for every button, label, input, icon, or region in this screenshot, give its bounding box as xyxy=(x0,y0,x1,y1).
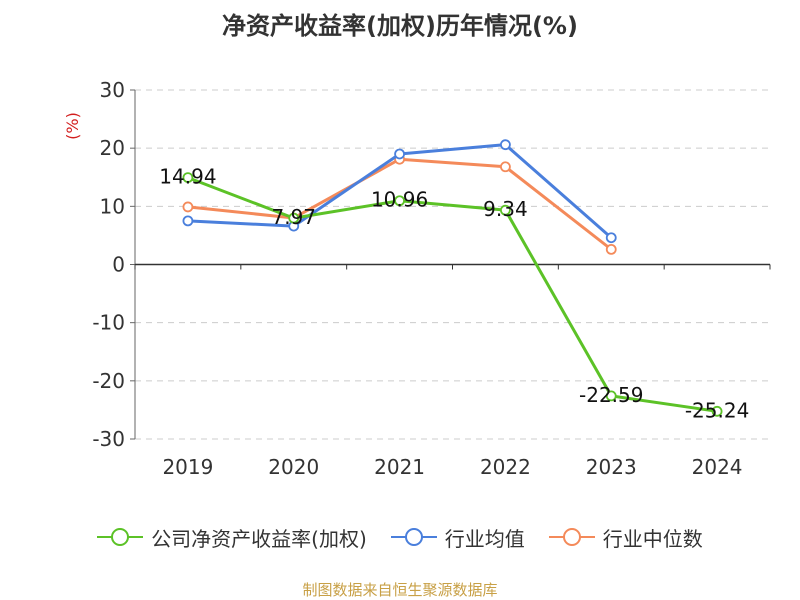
data-point xyxy=(500,161,511,173)
data-point xyxy=(605,390,617,402)
y-tick-label: 0 xyxy=(112,253,125,277)
series-line xyxy=(187,176,718,413)
y-tick-label: 10 xyxy=(100,194,125,218)
legend: 公司净资产收益率(加权) 行业均值 行业中位数 xyxy=(0,520,800,554)
source-note: 制图数据来自恒生聚源数据库 xyxy=(302,581,498,599)
y-tick-label: 30 xyxy=(100,78,125,102)
data-point xyxy=(605,232,617,244)
legend-marker-icon xyxy=(548,526,595,548)
data-point xyxy=(711,405,723,417)
legend-label: 公司净资产收益率(加权) xyxy=(151,526,367,551)
data-point xyxy=(500,204,511,216)
y-tick-label: -20 xyxy=(92,369,125,393)
legend-marker-icon xyxy=(97,526,144,548)
data-point xyxy=(288,212,300,224)
series-lines xyxy=(182,139,723,417)
legend-marker-icon xyxy=(390,526,437,548)
data-label: 9.34 xyxy=(483,197,528,221)
data-label: 7.97 xyxy=(271,205,316,229)
y-axis-label: (%) xyxy=(63,112,82,140)
y-tick-label: 20 xyxy=(100,136,125,160)
legend-label: 行业中位数 xyxy=(602,526,703,551)
chart-title: 净资产收益率(加权)历年情况(%) xyxy=(222,12,578,40)
data-label: 10.96 xyxy=(371,188,428,212)
legend-label: 行业均值 xyxy=(444,526,525,551)
y-tick-label: -30 xyxy=(92,427,125,451)
x-tick-label: 2021 xyxy=(374,455,425,479)
axes: 30 20 10 0 -10 -20 -30 2019 2020 2021 2022 2023 2024 xyxy=(92,78,771,479)
data-point xyxy=(182,215,194,227)
x-tick-label: 2019 xyxy=(162,455,213,479)
x-tick-label: 2022 xyxy=(480,455,531,479)
grid-lines xyxy=(135,89,770,440)
data-point xyxy=(182,172,194,183)
data-label: -22.59 xyxy=(579,383,643,407)
data-label: 14.94 xyxy=(159,165,216,189)
x-tick-label: 2023 xyxy=(586,455,637,479)
legend-item[interactable]: 行业中位数 xyxy=(548,523,703,552)
data-label: -25.24 xyxy=(685,398,749,422)
data-labels: 14.94 7.97 10.96 9.34 -22.59 -25.24 xyxy=(159,165,749,423)
x-tick-label: 2020 xyxy=(268,455,319,479)
data-point xyxy=(500,139,511,151)
data-point xyxy=(182,201,194,213)
data-point xyxy=(394,148,405,160)
data-point xyxy=(605,243,617,255)
x-tick-label: 2024 xyxy=(692,455,743,479)
legend-item[interactable]: 行业均值 xyxy=(390,523,525,552)
legend-item[interactable]: 公司净资产收益率(加权) xyxy=(97,523,367,552)
data-point xyxy=(394,195,405,207)
y-tick-label: -10 xyxy=(92,311,125,335)
